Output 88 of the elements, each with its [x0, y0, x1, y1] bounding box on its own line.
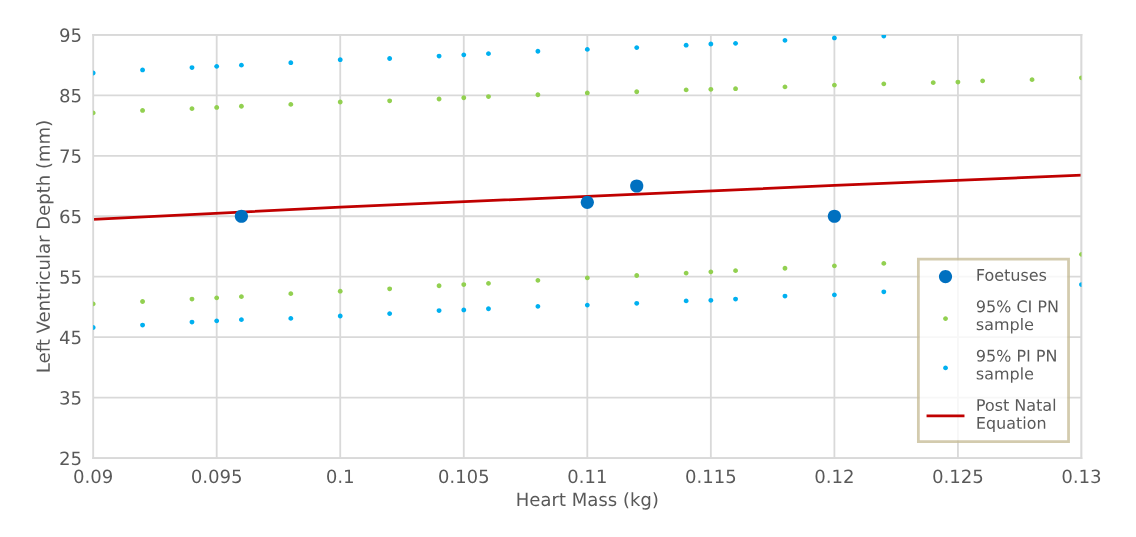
point	[708, 86, 714, 92]
point	[387, 56, 393, 61]
point	[733, 40, 738, 46]
point	[486, 280, 491, 286]
point	[238, 317, 244, 323]
point	[461, 52, 467, 58]
y-tick-label: 25	[60, 451, 81, 466]
point	[140, 299, 145, 304]
point	[733, 268, 738, 274]
point	[238, 103, 244, 109]
point	[387, 311, 393, 316]
x-tick-label: 0.095	[192, 469, 241, 484]
y-axis-title: Left Ventricular Depth (mm)	[36, 121, 54, 372]
point	[584, 90, 590, 96]
point	[782, 265, 788, 271]
point	[584, 47, 590, 52]
point	[535, 303, 541, 309]
point	[930, 80, 936, 86]
point	[708, 297, 714, 303]
x-tick-label: 0.115	[686, 469, 736, 484]
point	[782, 37, 788, 43]
point	[486, 51, 491, 57]
point	[214, 63, 220, 69]
point	[733, 86, 738, 92]
point	[436, 283, 442, 289]
y-tick-label: 65	[60, 209, 81, 224]
point	[337, 57, 343, 63]
point	[461, 307, 467, 313]
point	[881, 289, 887, 295]
x-tick-label: 0.13	[1062, 469, 1101, 484]
x-tick-label: 0.11	[568, 469, 606, 484]
y-tick-label: 35	[60, 391, 81, 405]
point	[288, 102, 294, 107]
point	[486, 94, 491, 99]
point	[634, 45, 640, 51]
x-tick-label: 0.09	[74, 469, 112, 484]
point	[234, 209, 248, 223]
legend-label: 95% CI PN sample	[976, 300, 1058, 334]
y-tick-label: 45	[59, 330, 81, 345]
point	[461, 95, 467, 101]
y-tick-label: 85	[60, 88, 81, 103]
point	[881, 261, 887, 266]
point	[580, 195, 594, 209]
point	[584, 275, 590, 281]
point	[214, 105, 220, 110]
point	[288, 291, 294, 297]
point	[535, 48, 541, 54]
point	[238, 62, 244, 68]
point	[831, 292, 837, 298]
point	[634, 300, 640, 306]
point	[535, 92, 541, 98]
x-tick-label: 0.105	[439, 469, 489, 484]
x-axis-title: Heart Mass (kg)	[517, 492, 658, 510]
point	[630, 179, 644, 193]
point	[634, 89, 640, 95]
point	[831, 263, 837, 269]
point	[214, 295, 220, 301]
point	[486, 306, 491, 312]
legend-label: 95% PI PN sample	[976, 349, 1056, 383]
x-tick-label: 0.125	[933, 469, 983, 484]
y-tick-label: 55	[60, 270, 81, 284]
point	[337, 99, 343, 105]
legend-label: Foetuses	[977, 269, 1047, 281]
point	[288, 60, 294, 66]
y-tick-label: 75	[60, 149, 81, 163]
point	[387, 286, 393, 292]
point	[980, 78, 986, 84]
point	[634, 273, 640, 278]
line-series	[93, 173, 1082, 221]
point	[827, 209, 841, 223]
point	[831, 35, 837, 41]
point	[461, 282, 467, 287]
point	[584, 302, 590, 308]
point	[535, 277, 541, 283]
point	[288, 316, 294, 321]
y-tick-label: 95	[60, 28, 81, 43]
point	[238, 294, 244, 300]
point	[881, 81, 887, 87]
x-tick-label: 0.1	[327, 469, 353, 484]
point	[387, 98, 393, 104]
point	[683, 42, 689, 48]
point	[337, 313, 343, 319]
point	[140, 108, 145, 113]
point	[337, 288, 343, 294]
legend-label: Post Natal Equation	[977, 398, 1056, 433]
point	[214, 318, 220, 324]
x-tick-label: 0.12	[815, 469, 853, 484]
point	[881, 34, 887, 39]
